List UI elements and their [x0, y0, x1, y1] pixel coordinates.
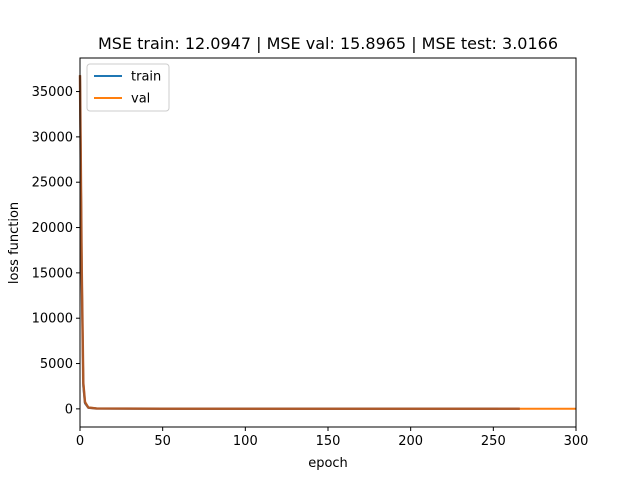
y-axis-ticks: 0 5000 10000 15000 20000 25000 30000 35000	[32, 85, 80, 417]
y-tick-label: 0	[65, 402, 73, 417]
x-tick-label: 50	[154, 434, 171, 449]
y-tick-label: 15000	[32, 266, 73, 281]
y-axis-label: loss function	[7, 202, 22, 284]
y-tick-label: 35000	[32, 85, 73, 100]
x-tick-label: 150	[316, 434, 341, 449]
x-tick-label: 250	[481, 434, 506, 449]
chart-title: MSE train: 12.0947 | MSE val: 15.8965 | …	[98, 34, 558, 53]
legend: train val	[86, 63, 170, 112]
legend-label-val: val	[131, 92, 150, 107]
y-tick-label: 30000	[32, 130, 73, 145]
y-tick-label: 10000	[32, 312, 73, 327]
y-tick-label: 25000	[32, 176, 73, 191]
x-tick-label: 0	[76, 434, 84, 449]
series-line-series-3	[78, 75, 520, 410]
y-tick-label: 5000	[40, 357, 73, 372]
plot-lines	[78, 75, 576, 410]
x-axis-label: epoch	[308, 456, 348, 471]
y-tick-label: 20000	[32, 221, 73, 236]
x-axis-ticks: 0 50 100 150 200 250 300	[76, 427, 589, 449]
x-tick-label: 200	[398, 434, 423, 449]
x-tick-label: 100	[233, 434, 258, 449]
x-tick-label: 300	[564, 434, 589, 449]
legend-label-train: train	[131, 70, 161, 85]
